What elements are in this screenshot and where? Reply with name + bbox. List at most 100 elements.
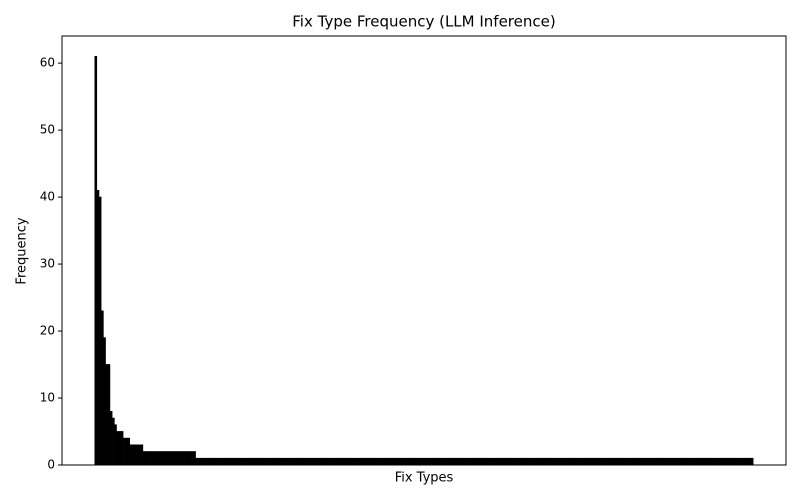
bar <box>384 457 387 466</box>
bar <box>136 444 139 466</box>
bar <box>388 457 392 466</box>
bar <box>412 457 416 466</box>
bar <box>630 457 633 466</box>
bar <box>397 457 401 466</box>
bar <box>439 457 442 466</box>
bar <box>377 457 381 466</box>
bar <box>101 310 104 466</box>
bar <box>426 457 429 466</box>
bar <box>636 457 640 466</box>
bar <box>355 457 359 466</box>
y-tick-label: 60 <box>40 56 55 70</box>
bar <box>742 457 745 466</box>
bar <box>245 457 249 466</box>
bar <box>584 457 587 466</box>
bar <box>127 437 130 466</box>
bar <box>654 457 657 466</box>
bar <box>188 451 192 466</box>
bar <box>263 457 267 466</box>
bar <box>112 417 115 466</box>
bar <box>329 457 332 466</box>
bar <box>678 457 682 466</box>
bar <box>180 451 183 466</box>
bar <box>441 457 444 466</box>
bar <box>590 457 594 466</box>
bar <box>579 457 583 466</box>
bar <box>256 457 260 466</box>
bar <box>217 457 221 466</box>
bar <box>342 457 346 466</box>
bar <box>553 457 556 466</box>
bar <box>333 457 337 466</box>
bar <box>713 457 717 466</box>
bar <box>241 457 245 466</box>
bar <box>307 457 311 466</box>
bar <box>619 457 622 466</box>
bar <box>259 457 262 466</box>
bar <box>175 451 179 466</box>
bar <box>665 457 668 466</box>
bar <box>496 457 499 466</box>
bar <box>158 451 161 466</box>
bar <box>520 457 523 466</box>
bar <box>303 457 306 466</box>
bar <box>142 451 146 466</box>
bar <box>608 457 611 466</box>
bar <box>155 451 159 466</box>
bar <box>351 457 354 466</box>
bar <box>294 457 297 466</box>
bar <box>287 457 291 466</box>
bar <box>663 457 666 466</box>
bar <box>452 457 455 466</box>
bar <box>116 431 120 466</box>
bar <box>537 457 541 466</box>
bar <box>478 457 482 466</box>
bar <box>401 457 405 466</box>
bar <box>643 457 646 466</box>
bar <box>612 457 616 466</box>
bar <box>267 457 271 466</box>
bar <box>129 444 133 466</box>
bar <box>509 457 512 466</box>
bar <box>748 457 752 466</box>
bar <box>331 457 335 466</box>
bar <box>480 457 484 466</box>
bar <box>555 457 559 466</box>
bar <box>109 411 113 466</box>
bar <box>235 457 238 466</box>
bar <box>325 457 328 466</box>
bar <box>581 457 585 466</box>
bar <box>430 457 433 466</box>
bar <box>371 457 374 466</box>
bar <box>436 457 440 466</box>
bar <box>720 457 723 466</box>
bar <box>204 457 207 466</box>
bar <box>601 457 605 466</box>
bar <box>647 457 651 466</box>
bar <box>417 457 420 466</box>
x-axis-label: Fix Types <box>395 471 454 486</box>
bar <box>98 196 102 466</box>
bar <box>147 451 150 466</box>
bar <box>625 457 629 466</box>
bar <box>254 457 258 466</box>
bar <box>557 457 561 466</box>
bar <box>173 451 177 466</box>
bar <box>542 457 545 466</box>
bar <box>467 457 471 466</box>
bar <box>289 457 293 466</box>
bar <box>623 457 627 466</box>
bar <box>125 437 128 466</box>
bar <box>548 457 552 466</box>
bar <box>461 457 464 466</box>
y-tick-label: 50 <box>40 123 55 137</box>
bar <box>410 457 414 466</box>
bar <box>627 457 631 466</box>
bar <box>237 457 240 466</box>
bar <box>573 457 576 466</box>
bar <box>674 457 677 466</box>
bar <box>300 457 304 466</box>
bar <box>346 457 350 466</box>
bar <box>676 457 679 466</box>
bar <box>487 457 491 466</box>
